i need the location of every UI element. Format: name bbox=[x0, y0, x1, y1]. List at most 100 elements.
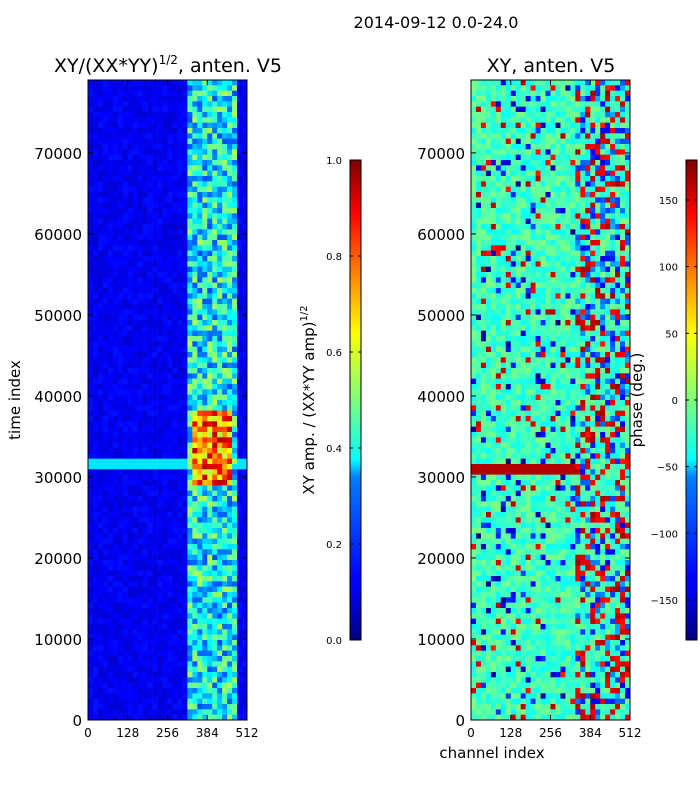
amp-heat-cell bbox=[232, 480, 238, 486]
phase-heat-cell bbox=[505, 250, 512, 257]
phase-heat-cell bbox=[615, 165, 621, 171]
amp-heat-cell bbox=[127, 394, 134, 401]
amp-heat-cell bbox=[92, 176, 99, 182]
phase-heat-cell bbox=[600, 160, 606, 166]
phase-heat-cell bbox=[525, 218, 531, 225]
amp-heat-cell bbox=[242, 224, 248, 230]
amp-heat-cell bbox=[122, 165, 129, 171]
phase-heat-cell bbox=[480, 202, 487, 209]
amp-heat-cell bbox=[97, 133, 104, 139]
amp-heat-cell bbox=[88, 426, 94, 433]
amp-heat-cell bbox=[242, 250, 248, 257]
amp-heat-cell bbox=[137, 661, 143, 667]
amp-heat-cell bbox=[92, 298, 99, 305]
amp-heat-cell bbox=[88, 576, 94, 582]
amp-heat-cell bbox=[192, 400, 198, 406]
amp-heat-cell bbox=[107, 218, 114, 225]
amp-heat-cell bbox=[112, 373, 119, 379]
phase-heat-cell bbox=[580, 90, 586, 97]
amp-heat-cell bbox=[107, 336, 114, 342]
phase-heat-cell bbox=[540, 80, 546, 86]
amp-heat-cell bbox=[212, 144, 218, 150]
phase-heat-cell bbox=[515, 90, 521, 97]
amp-heat-cell bbox=[202, 565, 208, 571]
amp-heat-cell bbox=[217, 368, 223, 374]
amp-heat-cell bbox=[147, 549, 153, 555]
amp-heat-cell bbox=[137, 629, 143, 635]
amp-heat-cell bbox=[132, 608, 138, 614]
amp-heat-cell bbox=[142, 640, 148, 646]
amp-heat-cell bbox=[157, 352, 163, 358]
amp-heat-cell bbox=[227, 704, 233, 710]
phase-heat-cell bbox=[580, 202, 586, 209]
amp-title-main: XY/(XX*YY) bbox=[54, 55, 159, 77]
amp-heat-cell bbox=[187, 261, 193, 267]
amp-heat-cell bbox=[192, 240, 198, 246]
phase-heat-cell bbox=[515, 122, 521, 129]
amp-heat-cell bbox=[137, 645, 143, 651]
amp-heat-cell bbox=[242, 128, 248, 134]
amp-heat-cell bbox=[172, 650, 178, 657]
amp-heat-cell bbox=[137, 528, 143, 534]
amp-heat-cell bbox=[107, 677, 114, 683]
amp-heat-cell bbox=[227, 362, 233, 369]
amp-heat-cell bbox=[172, 576, 178, 582]
amp-heat-cell bbox=[137, 709, 143, 715]
amp-heat-cell bbox=[217, 154, 223, 161]
amp-heat-cell bbox=[88, 602, 94, 609]
amp-heat-cell bbox=[187, 181, 193, 187]
amp-heat-cell bbox=[177, 224, 183, 230]
amp-heat-cell bbox=[122, 288, 129, 294]
amp-heat-cell bbox=[207, 437, 213, 443]
phase-heat-cell bbox=[471, 122, 477, 129]
amp-heat-cell bbox=[162, 474, 168, 481]
amp-heat-cell bbox=[152, 218, 158, 225]
amp-heat-cell bbox=[227, 293, 233, 299]
phase-heat-cell bbox=[615, 122, 621, 129]
phase-heat-cell bbox=[510, 202, 517, 209]
phase-heat-cell bbox=[525, 117, 531, 123]
amp-heat-cell bbox=[237, 400, 243, 406]
amp-heat-cell bbox=[222, 181, 228, 187]
amp-heat-cell bbox=[202, 405, 208, 411]
amp-heat-cell bbox=[117, 154, 124, 161]
amp-heat-cell bbox=[242, 421, 248, 427]
amp-heat-cell bbox=[122, 634, 129, 641]
amp-heat-cell bbox=[242, 192, 248, 198]
amp-heat-cell bbox=[107, 117, 114, 123]
amp-heat-cell bbox=[187, 272, 193, 278]
amp-heat-cell bbox=[182, 80, 188, 86]
amp-heat-cell bbox=[127, 554, 134, 561]
amp-heat-cell bbox=[102, 314, 109, 321]
amp-y-tick-label: 60000 bbox=[34, 226, 82, 244]
amp-heat-cell bbox=[147, 650, 153, 657]
amp-heat-cell bbox=[212, 266, 218, 273]
amp-heat-cell bbox=[212, 682, 218, 689]
amp-heat-cell bbox=[232, 213, 238, 219]
amp-heat-cell bbox=[88, 309, 94, 315]
amp-heat-cell bbox=[237, 186, 243, 193]
phase-heat-cell bbox=[520, 197, 526, 203]
amp-heat-cell bbox=[152, 506, 158, 513]
amp-heat-cell bbox=[207, 677, 213, 683]
amp-heat-cell bbox=[97, 496, 104, 502]
amp-heat-cell bbox=[222, 229, 228, 235]
amp-heat-cell bbox=[157, 341, 163, 347]
amp-heat-cell bbox=[197, 458, 203, 465]
amp-heat-cell bbox=[102, 224, 109, 230]
phase-heat-cell bbox=[471, 90, 477, 97]
phase-heat-cell bbox=[545, 176, 551, 182]
amp-heat-cell bbox=[202, 85, 208, 91]
amp-heat-cell bbox=[217, 421, 223, 427]
amp-heat-cell bbox=[202, 165, 208, 171]
amp-heat-cell bbox=[212, 506, 218, 513]
amp-heat-cell bbox=[127, 128, 134, 134]
amp-heat-cell bbox=[167, 496, 173, 502]
amp-heat-cell bbox=[88, 704, 94, 710]
amp-heat-cell bbox=[177, 213, 183, 219]
amp-heat-cell bbox=[157, 714, 163, 721]
amp-heat-cell bbox=[147, 277, 153, 283]
amp-heat-cell bbox=[107, 490, 114, 497]
amp-heat-cell bbox=[192, 197, 198, 203]
amp-heat-cell bbox=[227, 618, 233, 625]
